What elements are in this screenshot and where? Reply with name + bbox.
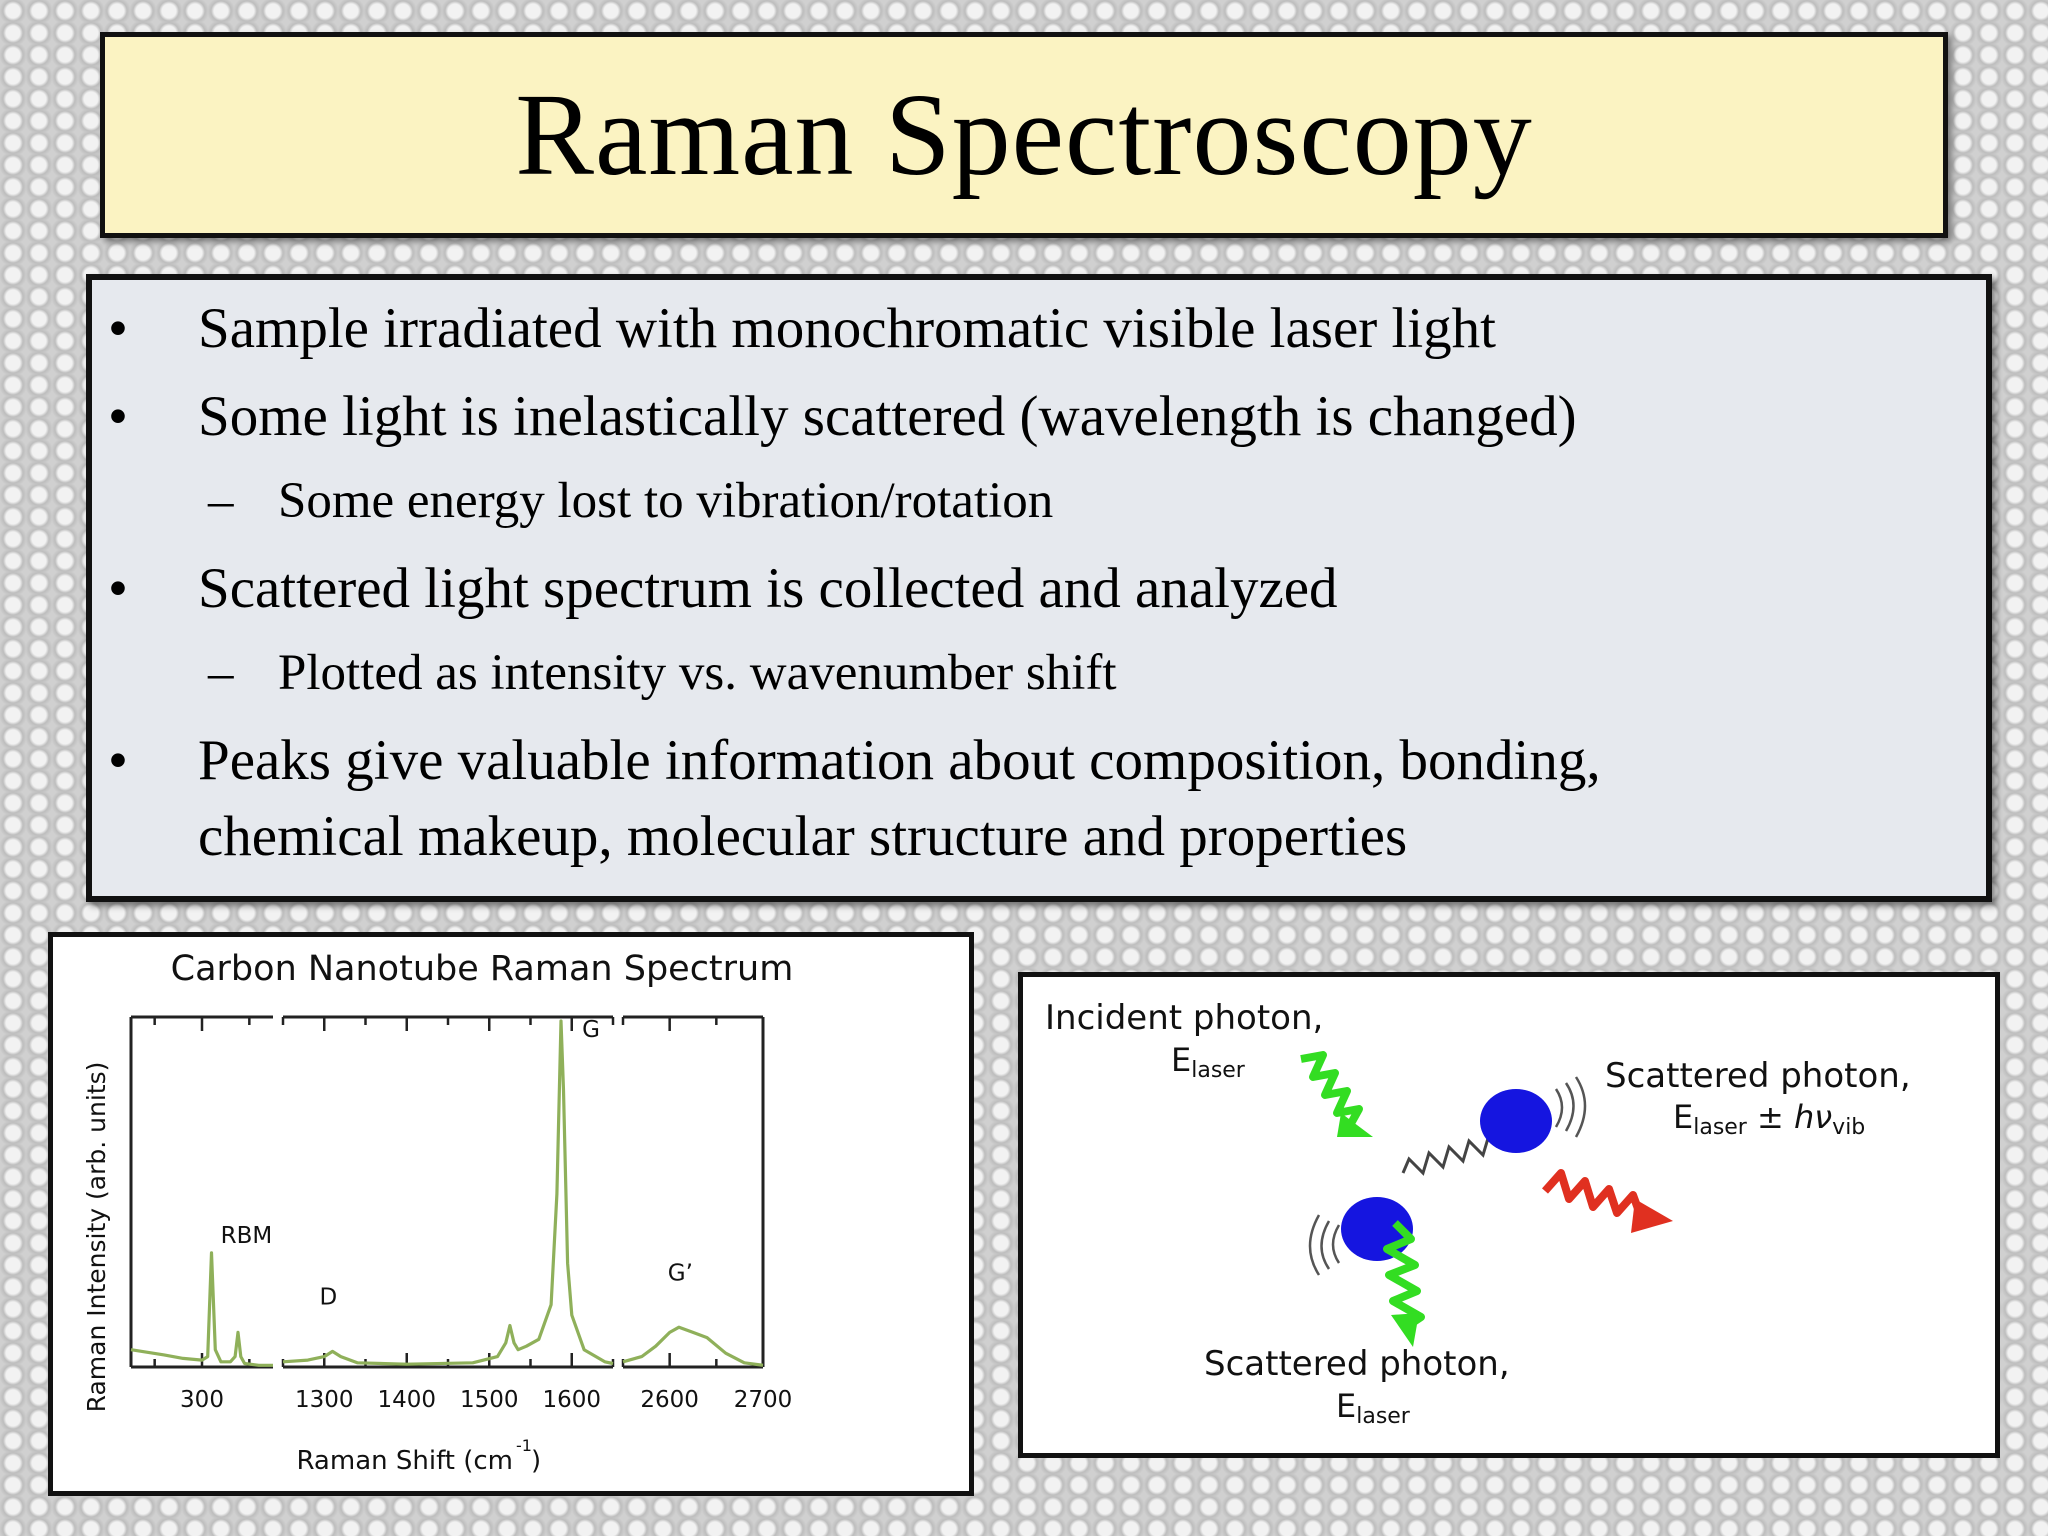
title-banner: Raman Spectroscopy [100, 32, 1948, 238]
incident-photon-arrowhead [1337, 1113, 1373, 1137]
bullet-marker: • [108, 557, 128, 620]
incident-photon-wave [1300, 1051, 1363, 1129]
bullet-item: • Scattered light spectrum is collected … [108, 556, 1338, 621]
scattered-photon-arrowhead [1391, 1313, 1419, 1347]
dash-marker: – [208, 473, 234, 529]
sub-bullet-item: – Plotted as intensity vs. wavenumber sh… [208, 644, 1117, 702]
incident-energy-label: Elaser [1171, 1041, 1246, 1083]
raman-spectrum-chart: Carbon Nanotube Raman Spectrum Raman Int… [48, 932, 974, 1496]
raman-scattering-diagram: Incident photon, Elaser Scattered photon… [1018, 972, 2000, 1458]
bullet-marker: • [108, 729, 128, 792]
x-axis-label-superscript: -1 [516, 1436, 532, 1455]
chart-svg: Carbon Nanotube Raman Spectrum Raman Int… [82, 949, 794, 1476]
incident-photon-label: Incident photon, [1045, 998, 1323, 1038]
bullet-marker: • [108, 297, 128, 360]
bullet-text: Scattered light spectrum is collected an… [198, 557, 1338, 620]
x-axis-label-close: ) [531, 1446, 541, 1476]
scattered-photon-wave [1383, 1220, 1425, 1333]
bullet-panel: • Sample irradiated with monochromatic v… [86, 274, 1992, 902]
bullet-marker: • [108, 385, 128, 448]
bullet-text: Some light is inelastically scattered (w… [198, 385, 1577, 448]
spectrum-line-segment [282, 1019, 614, 1366]
slide-title: Raman Spectroscopy [515, 69, 1533, 200]
peak-label: G’ [668, 1260, 693, 1286]
sub-bullet-text: Plotted as intensity vs. wavenumber shif… [278, 645, 1117, 701]
chart-title: Carbon Nanotube Raman Spectrum [171, 949, 794, 989]
x-tick-label: 1600 [542, 1387, 601, 1413]
x-axis-label: Raman Shift (cm [296, 1446, 513, 1476]
scattered-vib-photon-wave [1542, 1169, 1645, 1219]
scattered-photon-label: Scattered photon, [1204, 1344, 1510, 1384]
peak-label: RBM [221, 1223, 273, 1249]
bullet-item: • Peaks give valuable information about … [108, 728, 1601, 793]
bullet-item: • Sample irradiated with monochromatic v… [108, 296, 1496, 361]
bullet-text: Peaks give valuable information about co… [198, 729, 1601, 792]
scattered-energy-label: Elaser [1336, 1387, 1411, 1429]
dash-marker: – [208, 645, 234, 701]
bullet-text-continuation: chemical makeup, molecular structure and… [198, 805, 1408, 868]
chart-plot-area: 300 RBM 1300 1400 1500 1600 D G 2600 2700 G’ [129, 1015, 793, 1413]
peak-label: G [582, 1017, 600, 1043]
x-tick-label: 1300 [295, 1387, 354, 1413]
peak-label: D [320, 1285, 338, 1311]
molecule-atom-upper [1480, 1089, 1552, 1153]
x-tick-label: 1400 [377, 1387, 436, 1413]
spectrum-line-segment [622, 1325, 764, 1367]
x-tick-label: 2600 [640, 1387, 699, 1413]
spectrum-line-segment [130, 1251, 273, 1367]
x-tick-label: 1500 [460, 1387, 519, 1413]
x-tick-label: 2700 [734, 1387, 793, 1413]
bullet-text: Sample irradiated with monochromatic vis… [198, 297, 1497, 360]
sub-bullet-item: – Some energy lost to vibration/rotation [208, 472, 1053, 530]
molecule-bond-spring [1401, 1133, 1502, 1176]
y-axis-label: Raman Intensity (arb. units) [82, 1062, 111, 1413]
vibration-marks-lower-icon [1308, 1214, 1341, 1276]
vibration-marks-upper-icon [1554, 1076, 1587, 1138]
sub-bullet-text: Some energy lost to vibration/rotation [278, 473, 1054, 529]
scattered-vib-energy-label: Elaser ± hνvib [1673, 1098, 1865, 1140]
x-tick-label: 300 [180, 1387, 224, 1413]
bullet-item: • Some light is inelastically scattered … [108, 384, 1577, 449]
diagram-svg: Incident photon, Elaser Scattered photon… [1045, 998, 1911, 1429]
scattered-photon-vib-label: Scattered photon, [1605, 1056, 1911, 1096]
scattered-vib-photon-arrowhead [1631, 1199, 1673, 1233]
